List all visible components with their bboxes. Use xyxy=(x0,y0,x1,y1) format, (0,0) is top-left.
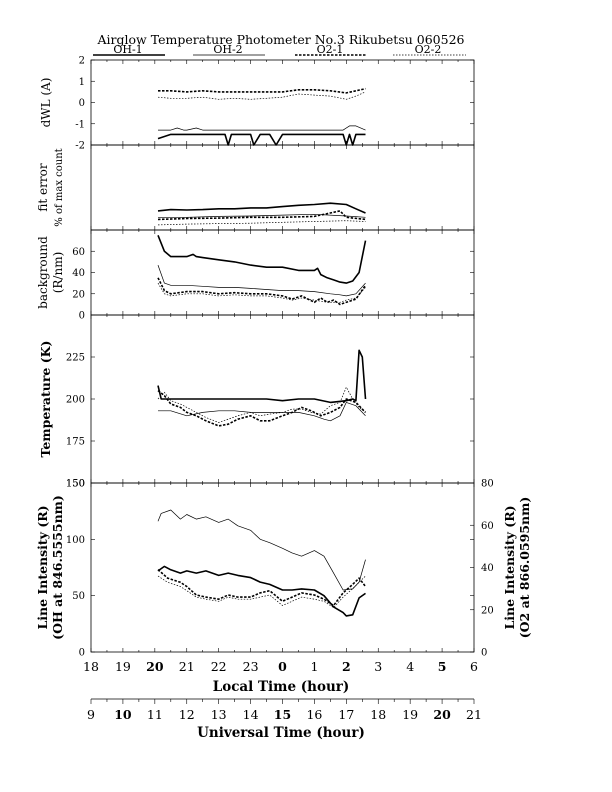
series-fit-oh-1 xyxy=(157,202,366,214)
series-temp-oh-1 xyxy=(157,349,367,404)
legend-label-o2-1: O2-1 xyxy=(317,43,344,56)
legend-label-oh-2: OH-2 xyxy=(213,43,242,56)
series-dwl-oh-1 xyxy=(157,133,366,146)
local-time-tick-label: 22 xyxy=(211,659,227,674)
y-tick-label: 20 xyxy=(72,289,85,300)
y-axis-label: Temperature (K) xyxy=(38,341,53,458)
local-time-tick-label: 21 xyxy=(179,659,195,674)
panel-frame xyxy=(90,229,475,316)
series-dwl-o2-1 xyxy=(158,87,366,94)
y-tick-label: 60 xyxy=(72,247,85,258)
y-axis-label: (OH at 846.5555nm) xyxy=(50,495,65,640)
panel-frame xyxy=(90,482,475,653)
series-dwl-o2-2 xyxy=(157,91,366,100)
y-tick-label: 200 xyxy=(66,395,85,406)
series-int-o2-2 xyxy=(157,575,366,608)
panel-bg: 0 20 40 60 background (R/nm) xyxy=(36,229,475,322)
local-time-tick-label: 0 xyxy=(278,659,287,674)
ut-tick-label: 16 xyxy=(306,707,322,722)
local-time-tick-label: 20 xyxy=(146,659,164,674)
legend-label-oh-1: OH-1 xyxy=(113,43,142,56)
series-int-oh-1 xyxy=(157,565,366,617)
panel-dwl: -2 -1 0 1 2 dWL (A) xyxy=(39,56,475,152)
y-tick-label: 0 xyxy=(79,648,85,659)
y-axis-label: (R/nm) xyxy=(51,252,65,294)
time-axes: 18 19 20 21 22 23 0 1 2 3 4 5 69 10 11 12 13 14 15 16 17 18 19… xyxy=(83,659,482,722)
local-time-tick-label: 5 xyxy=(438,659,447,674)
series-temp-o2-2 xyxy=(157,386,366,423)
panel-frame xyxy=(90,314,475,484)
local-time-tick-label: 23 xyxy=(243,659,259,674)
y-tick-label: 225 xyxy=(66,353,85,364)
y-tick-label-right: 40 xyxy=(481,563,494,574)
y-axis-label: fit error xyxy=(36,163,50,211)
y-axis-label: background xyxy=(36,236,50,309)
y-tick-label: 175 xyxy=(66,437,85,448)
series-bg-oh-1 xyxy=(157,235,367,284)
ut-tick-label: 11 xyxy=(147,707,163,722)
local-time-tick-label: 18 xyxy=(83,659,99,674)
series-int-oh-2 xyxy=(157,509,366,591)
ut-tick-label: 12 xyxy=(179,707,195,722)
y-tick-label: 150 xyxy=(66,479,85,490)
y-tick-label: 150 xyxy=(66,479,85,490)
y-tick-label: 40 xyxy=(72,268,85,279)
local-time-axis-label: Local Time (hour) xyxy=(213,679,350,695)
universal-time-axis-label: Universal Time (hour) xyxy=(197,725,365,741)
y-tick-label: 2 xyxy=(79,56,85,67)
y-tick-label: 1 xyxy=(79,77,85,88)
y-axis-label-right: (O2 at 866.0595nm) xyxy=(517,497,532,639)
series-fit-oh-2 xyxy=(158,213,366,218)
ut-tick-label: 14 xyxy=(243,707,259,722)
plot-panels: -2 -1 0 1 2 dWL (A) fit error % of max count 0 20… xyxy=(35,56,532,659)
ut-tick-label: 19 xyxy=(402,707,418,722)
ut-tick-label: 18 xyxy=(370,707,386,722)
legend-label-o2-2: O2-2 xyxy=(415,43,442,56)
y-axis-label: dWL (A) xyxy=(39,78,53,128)
series-bg-o2-1 xyxy=(157,277,367,306)
legend: OH-1 OH-2 O2-1 O2-2 xyxy=(93,43,466,56)
ut-tick-label: 10 xyxy=(114,707,132,722)
ut-tick-label: 15 xyxy=(274,707,291,722)
ut-tick-label: 17 xyxy=(338,707,354,722)
series-temp-oh-2 xyxy=(158,402,366,422)
local-time-tick-label: 2 xyxy=(342,659,351,674)
y-tick-label-right: 80 xyxy=(481,479,494,490)
y-tick-label: 100 xyxy=(66,535,85,546)
local-time-tick-label: 6 xyxy=(470,659,478,674)
series-bg-oh-2 xyxy=(157,264,366,297)
chart-title: Airglow Temperature Photometer No.3 Riku… xyxy=(97,32,465,47)
ut-tick-label: 13 xyxy=(211,707,227,722)
panel-temp: 150 175 200 225 Temperature (K) xyxy=(38,314,475,490)
ut-tick-label: 9 xyxy=(87,707,95,722)
ut-tick-label: 20 xyxy=(433,707,451,722)
local-time-tick-label: 3 xyxy=(374,659,382,674)
local-time-tick-label: 4 xyxy=(406,659,414,674)
y-tick-label-right: 0 xyxy=(481,648,487,659)
y-axis-label: % of max count xyxy=(54,148,65,226)
series-int-o2-1 xyxy=(157,569,367,607)
panel-fit: fit error % of max count xyxy=(36,144,475,231)
y-tick-label-right: 20 xyxy=(481,605,494,616)
y-axis-label: Line Intensity (R) xyxy=(35,505,50,629)
y-axis-label-right: Line Intensity (R) xyxy=(502,505,517,629)
ut-tick-label: 21 xyxy=(466,707,482,722)
series-fit-o2-2 xyxy=(157,220,366,226)
panel-frame xyxy=(90,59,475,146)
y-tick-label: 50 xyxy=(72,591,85,602)
series-temp-o2-1 xyxy=(157,389,367,427)
series-fit-o2-1 xyxy=(157,210,366,221)
y-tick-label: 0 xyxy=(79,311,85,322)
y-tick-label: 0 xyxy=(79,98,85,109)
y-tick-label: -1 xyxy=(75,119,85,130)
local-time-tick-label: 1 xyxy=(310,659,318,674)
y-tick-label: -2 xyxy=(75,141,85,152)
y-tick-label-right: 60 xyxy=(481,521,494,532)
series-dwl-oh-2 xyxy=(158,125,366,131)
series-bg-o2-2 xyxy=(157,282,366,303)
local-time-tick-label: 19 xyxy=(115,659,131,674)
